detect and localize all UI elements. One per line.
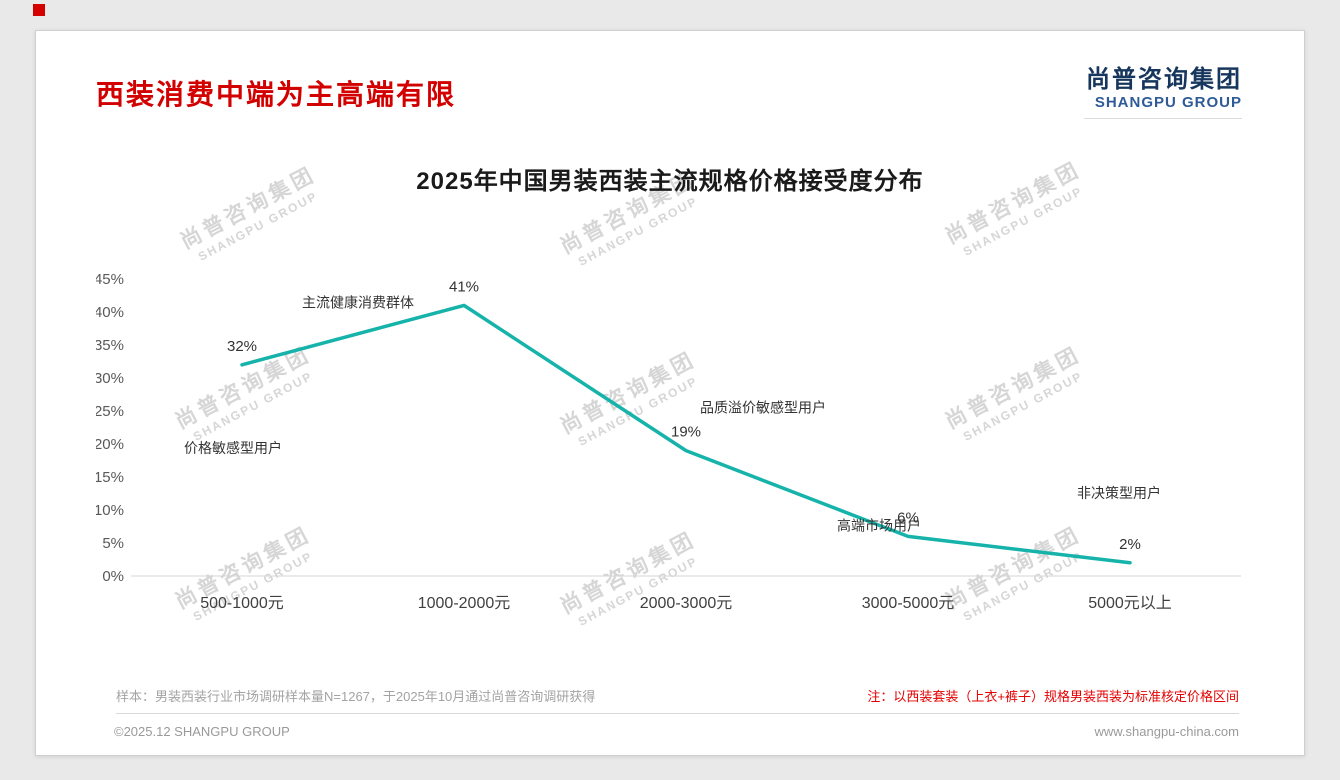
logo-english-name: SHANGPU GROUP <box>1094 94 1242 111</box>
footer-divider <box>116 713 1239 714</box>
report-content: 西装消费中端为主高端有限 尚普咨询集团 SHANGPU GROUP 2025年中… <box>36 31 1304 755</box>
x-axis-label: 3000-5000元 <box>862 595 955 612</box>
chart-title: 2025年中国男装西装主流规格价格接受度分布 <box>416 168 924 195</box>
page-title: 西装消费中端为主高端有限 <box>96 79 457 110</box>
y-tick-label: 40% <box>96 304 124 321</box>
x-axis-label: 2000-3000元 <box>640 595 733 612</box>
value-label: 32% <box>227 338 257 355</box>
value-label: 41% <box>449 278 479 295</box>
y-tick-label: 5% <box>102 535 124 552</box>
y-tick-label: 45% <box>96 271 124 288</box>
copyright-text: ©2025.12 SHANGPU GROUP <box>114 724 290 739</box>
value-label: 19% <box>671 424 701 441</box>
y-tick-label: 30% <box>96 370 124 387</box>
x-axis-label: 5000元以上 <box>1088 594 1172 612</box>
website-text: www.shangpu-china.com <box>1094 724 1239 739</box>
company-logo: 尚普咨询集团 SHANGPU GROUP <box>1084 59 1242 119</box>
logo-chinese-name: 尚普咨询集团 <box>1086 66 1242 93</box>
y-tick-label: 35% <box>96 337 124 354</box>
annotation-label: 非决策型用户 <box>1077 485 1161 501</box>
line-chart: 0% 5% 10% 15% 20% 25% 30% 35% 40% 45% 500-1000元 100… <box>96 271 1241 612</box>
report-card: 尚普咨询集团 SHANGPU GROUP 尚普咨询集团 SHANGPU GROUP 尚普… <box>35 30 1305 756</box>
value-label: 2% <box>1119 536 1141 553</box>
annotation-label: 品质溢价敏感型用户 <box>700 400 826 416</box>
sample-note: 样本：男装西装行业市场调研样本量N=1267，于2025年10月通过尚普咨询调研… <box>116 689 596 704</box>
y-tick-label: 25% <box>96 403 124 420</box>
annotation-label: 价格敏感型用户 <box>184 440 282 456</box>
x-axis-label: 1000-2000元 <box>418 595 511 612</box>
annotation-label: 高端市场用户 <box>837 517 921 533</box>
y-tick-label: 0% <box>102 568 124 585</box>
x-axis-label: 500-1000元 <box>200 595 284 612</box>
y-tick-label: 20% <box>96 436 124 453</box>
annotation-label: 主流健康消费群体 <box>302 294 414 310</box>
price-note: 注：以西装套装（上衣+裤子）规格男装西装为标准核定价格区间 <box>867 689 1239 704</box>
y-tick-label: 10% <box>96 502 124 519</box>
value-label: 6% <box>897 509 919 526</box>
red-corner-mark <box>33 4 45 16</box>
y-tick-label: 15% <box>96 469 124 486</box>
trend-line <box>240 303 1132 565</box>
